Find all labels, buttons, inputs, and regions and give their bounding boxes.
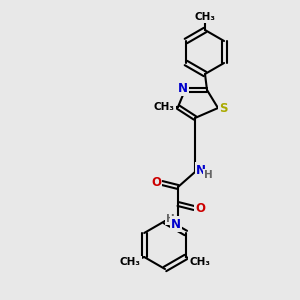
Text: O: O bbox=[195, 202, 205, 214]
Text: CH₃: CH₃ bbox=[120, 257, 141, 267]
Text: CH₃: CH₃ bbox=[194, 12, 215, 22]
Text: S: S bbox=[219, 101, 227, 115]
Text: N: N bbox=[178, 82, 188, 94]
Text: O: O bbox=[151, 176, 161, 190]
Text: N: N bbox=[196, 164, 206, 176]
Text: H: H bbox=[204, 170, 212, 180]
Text: H: H bbox=[166, 214, 174, 224]
Text: N: N bbox=[171, 218, 181, 230]
Text: CH₃: CH₃ bbox=[189, 257, 210, 267]
Text: CH₃: CH₃ bbox=[154, 102, 175, 112]
